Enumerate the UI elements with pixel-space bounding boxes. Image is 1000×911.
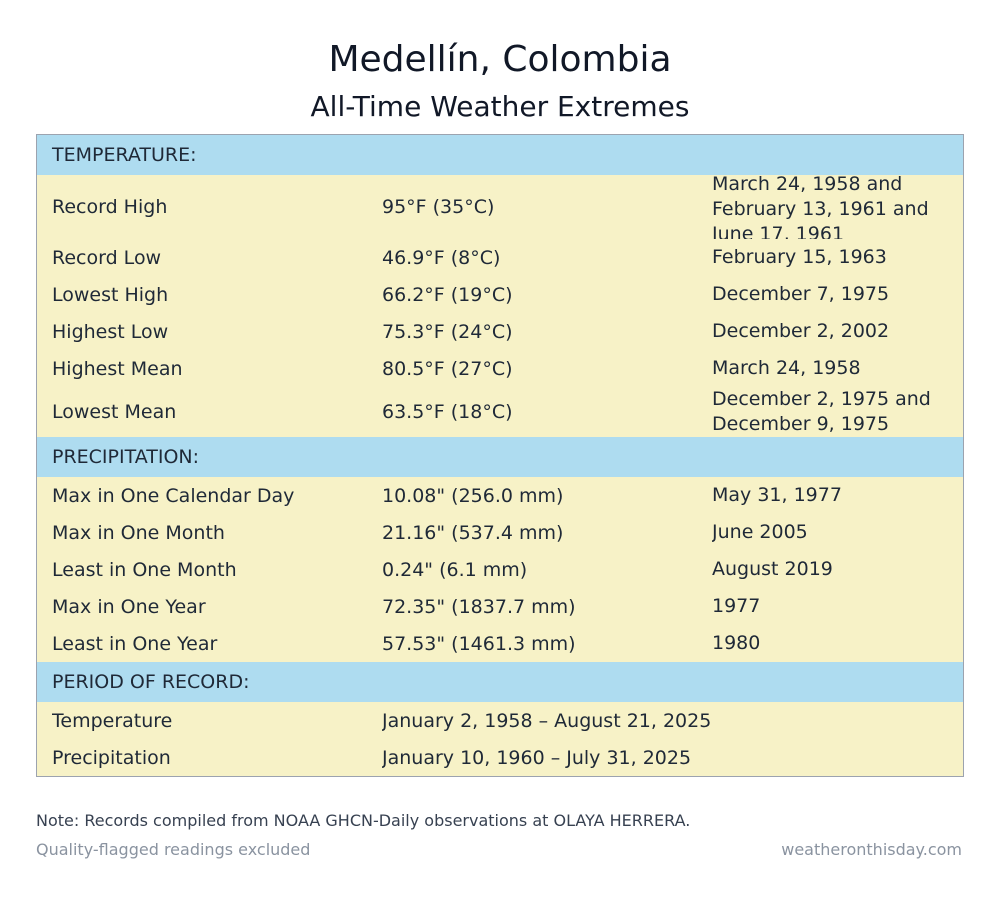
precipitation-section-header: PRECIPITATION: — [37, 437, 963, 477]
quality-note: Quality-flagged readings excluded — [36, 840, 311, 859]
row-value: 66.2°F (19°C) — [382, 283, 513, 306]
row-value: 46.9°F (8°C) — [382, 246, 501, 269]
table-row: Least in One Month 0.24" (6.1 mm) August… — [37, 551, 963, 588]
row-label: Max in One Calendar Day — [52, 484, 295, 507]
table-row: Max in One Calendar Day 10.08" (256.0 mm… — [37, 477, 963, 514]
table-row: Max in One Month 21.16" (537.4 mm) June … — [37, 514, 963, 551]
row-date: 1977 — [712, 595, 761, 617]
row-date: February 15, 1963 — [712, 246, 887, 268]
row-value: January 2, 1958 – August 21, 2025 — [382, 709, 712, 732]
row-value: 21.16" (537.4 mm) — [382, 521, 564, 544]
extremes-table: TEMPERATURE: Record High 95°F (35°C) Mar… — [36, 134, 964, 777]
row-date: 1980 — [712, 632, 761, 654]
table-row: Highest Mean 80.5°F (27°C) March 24, 195… — [37, 350, 963, 387]
row-label: Highest Low — [52, 320, 169, 343]
row-date: December 2, 1975 and December 9, 1975 — [712, 388, 931, 435]
table-row: Lowest High 66.2°F (19°C) December 7, 19… — [37, 276, 963, 313]
table-row: Record High 95°F (35°C) March 24, 1958 a… — [37, 175, 963, 239]
row-date: December 7, 1975 — [712, 283, 890, 305]
row-label: Lowest Mean — [52, 401, 177, 423]
row-label: Temperature — [52, 709, 173, 732]
period-section-header: PERIOD OF RECORD: — [37, 662, 963, 702]
source-note: Note: Records compiled from NOAA GHCN-Da… — [36, 811, 691, 830]
row-label: Precipitation — [52, 746, 171, 769]
row-label: Lowest High — [52, 283, 169, 306]
row-label: Max in One Month — [52, 521, 225, 544]
table-row: Highest Low 75.3°F (24°C) December 2, 20… — [37, 313, 963, 350]
row-value: 72.35" (1837.7 mm) — [382, 595, 576, 618]
table-row: Least in One Year 57.53" (1461.3 mm) 198… — [37, 625, 963, 662]
row-value: 10.08" (256.0 mm) — [382, 484, 564, 507]
row-label: Least in One Month — [52, 558, 237, 581]
row-label: Least in One Year — [52, 632, 218, 655]
row-label: Highest Mean — [52, 357, 183, 380]
site-credit: weatheronthisday.com — [781, 840, 962, 859]
row-value: 75.3°F (24°C) — [382, 320, 513, 343]
row-date: March 24, 1958 — [712, 357, 861, 379]
row-date: June 2005 — [712, 521, 808, 543]
row-value: 95°F (35°C) — [382, 196, 495, 218]
row-value: 57.53" (1461.3 mm) — [382, 632, 576, 655]
row-value: 80.5°F (27°C) — [382, 357, 513, 380]
table-row: Temperature January 2, 1958 – August 21,… — [37, 702, 963, 739]
row-label: Max in One Year — [52, 595, 206, 618]
row-label: Record Low — [52, 246, 162, 269]
table-row: Max in One Year 72.35" (1837.7 mm) 1977 — [37, 588, 963, 625]
row-date: May 31, 1977 — [712, 484, 842, 506]
row-date: December 2, 2002 — [712, 320, 890, 342]
row-value: 0.24" (6.1 mm) — [382, 558, 528, 581]
table-row: Precipitation January 10, 1960 – July 31… — [37, 739, 963, 776]
temperature-section-header: TEMPERATURE: — [37, 135, 963, 175]
row-value: 63.5°F (18°C) — [382, 401, 513, 423]
table-row: Lowest Mean 63.5°F (18°C) December 2, 19… — [37, 387, 963, 437]
table-row: Record Low 46.9°F (8°C) February 15, 196… — [37, 239, 963, 276]
row-label: Record High — [52, 196, 168, 218]
page-subtitle: All-Time Weather Extremes — [310, 90, 690, 123]
row-date: March 24, 1958 and February 13, 1961 and… — [712, 175, 929, 239]
page-title: Medellín, Colombia — [328, 39, 672, 80]
row-date: August 2019 — [712, 558, 833, 580]
row-value: January 10, 1960 – July 31, 2025 — [382, 746, 692, 769]
